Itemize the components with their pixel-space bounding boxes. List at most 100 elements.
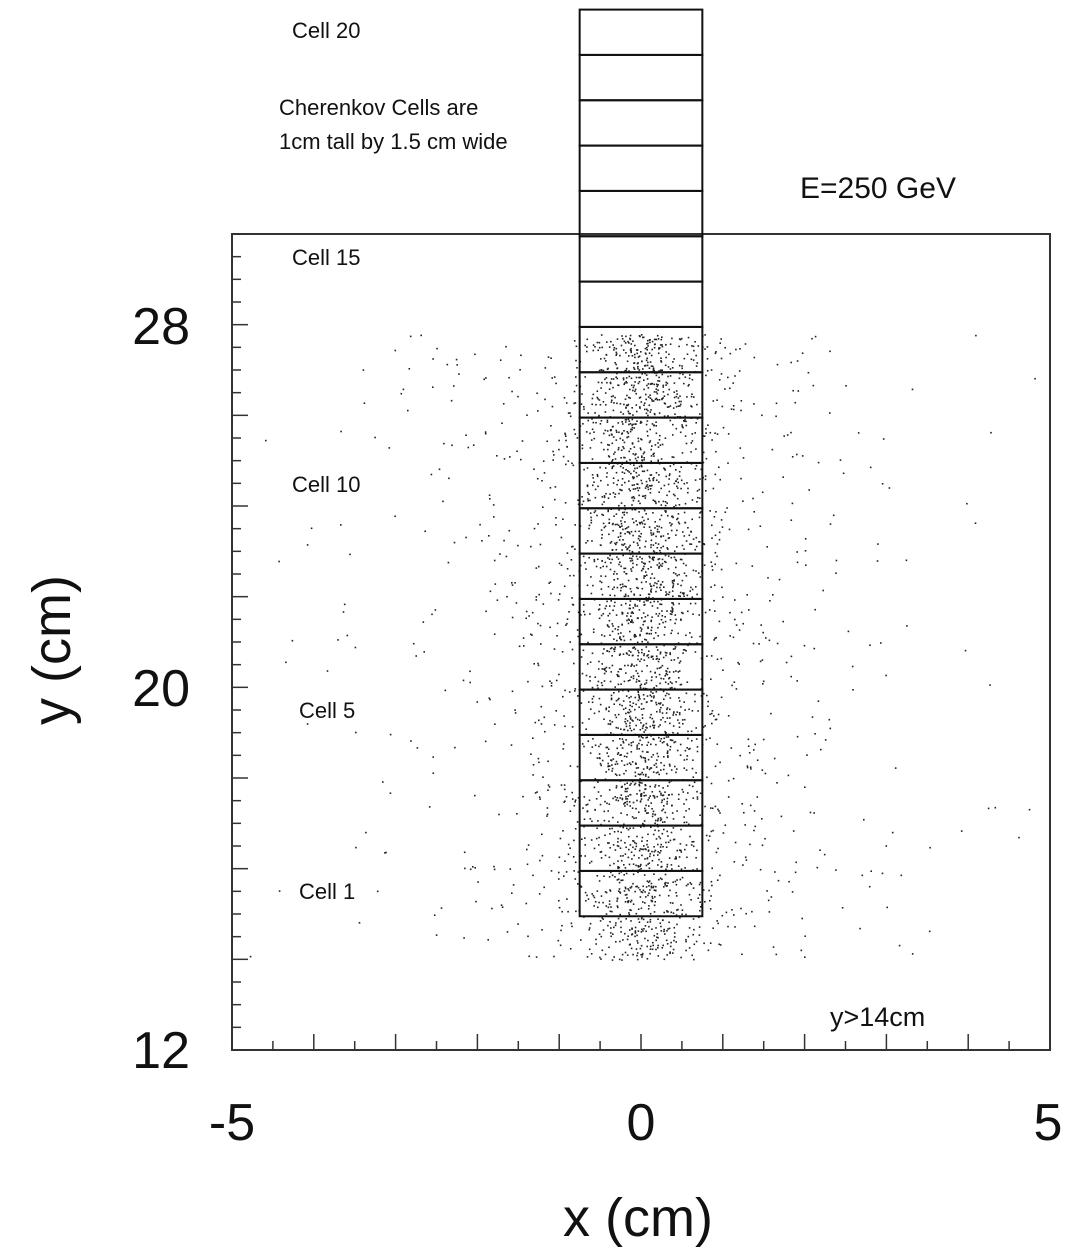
scatter-point bbox=[675, 469, 677, 471]
scatter-point bbox=[609, 542, 612, 544]
scatter-point bbox=[765, 637, 767, 639]
scatter-point bbox=[611, 549, 614, 551]
scatter-point bbox=[616, 753, 619, 755]
scatter-point bbox=[700, 511, 702, 513]
scatter-point bbox=[675, 856, 677, 858]
scatter-point bbox=[621, 613, 624, 615]
scatter-point bbox=[885, 845, 888, 847]
scatter-point bbox=[637, 699, 640, 702]
scatter-point bbox=[574, 801, 576, 803]
scatter-point bbox=[646, 420, 649, 422]
scatter-point bbox=[683, 718, 686, 721]
scatter-point bbox=[630, 782, 632, 785]
scatter-point bbox=[573, 402, 575, 405]
scatter-point bbox=[657, 442, 659, 444]
scatter-point bbox=[640, 954, 642, 956]
scatter-point bbox=[589, 675, 591, 678]
scatter-point bbox=[657, 771, 659, 773]
scatter-point bbox=[657, 955, 660, 957]
scatter-point bbox=[616, 402, 618, 405]
scatter-point bbox=[641, 670, 643, 673]
scatter-point bbox=[641, 557, 643, 560]
scatter-point bbox=[621, 611, 623, 614]
scatter-point bbox=[634, 848, 637, 850]
scatter-point bbox=[651, 605, 654, 607]
scatter-point bbox=[633, 353, 636, 356]
scatter-point bbox=[659, 703, 661, 705]
scatter-point bbox=[671, 580, 674, 582]
scatter-point bbox=[601, 533, 603, 536]
scatter-point bbox=[658, 658, 660, 660]
scatter-point bbox=[623, 441, 626, 444]
scatter-point bbox=[613, 650, 616, 653]
scatter-point bbox=[616, 879, 619, 881]
scatter-point bbox=[675, 895, 678, 897]
scatter-point bbox=[558, 448, 560, 451]
scatter-point bbox=[608, 803, 611, 805]
scatter-point bbox=[632, 496, 635, 498]
scatter-point bbox=[608, 946, 610, 949]
scatter-point bbox=[556, 635, 558, 637]
scatter-point bbox=[385, 851, 387, 854]
scatter-point bbox=[655, 613, 658, 615]
scatter-point bbox=[613, 402, 615, 404]
scatter-point bbox=[511, 582, 513, 584]
scatter-point bbox=[727, 715, 730, 717]
scatter-point bbox=[633, 427, 636, 429]
scatter-point bbox=[905, 559, 908, 562]
scatter-point bbox=[652, 833, 655, 836]
scatter-point bbox=[742, 622, 744, 625]
scatter-point bbox=[648, 560, 651, 563]
scatter-point bbox=[869, 466, 872, 469]
scatter-point bbox=[625, 468, 627, 471]
scatter-point bbox=[574, 828, 577, 830]
scatter-point bbox=[655, 703, 658, 706]
scatter-point bbox=[638, 784, 641, 787]
scatter-point bbox=[564, 502, 567, 504]
scatter-point bbox=[533, 468, 535, 470]
scatter-point bbox=[634, 488, 637, 490]
scatter-point bbox=[687, 487, 689, 490]
scatter-point bbox=[508, 376, 510, 379]
scatter-point bbox=[630, 744, 633, 747]
scatter-point bbox=[608, 463, 610, 465]
scatter-point bbox=[659, 518, 661, 521]
scatter-point bbox=[610, 697, 613, 700]
scatter-point bbox=[647, 342, 649, 345]
scatter-point bbox=[627, 547, 629, 550]
scatter-point bbox=[658, 562, 661, 564]
scatter-point bbox=[703, 435, 706, 437]
scatter-point bbox=[617, 448, 620, 451]
scatter-point bbox=[610, 732, 612, 734]
scatter-point bbox=[727, 376, 729, 379]
y-tick-labels: 12 20 28 bbox=[132, 298, 190, 1080]
scatter-point bbox=[694, 432, 696, 434]
scatter-point bbox=[648, 805, 650, 807]
scatter-point bbox=[664, 791, 666, 793]
scatter-point bbox=[644, 809, 647, 812]
scatter-point bbox=[558, 871, 560, 874]
scatter-point bbox=[633, 854, 635, 857]
scatter-point bbox=[621, 516, 624, 519]
scatter-point bbox=[584, 837, 586, 839]
scatter-point bbox=[690, 358, 693, 361]
scatter-point bbox=[619, 526, 622, 528]
scatter-point bbox=[651, 484, 653, 487]
scatter-point bbox=[655, 535, 657, 538]
scatter-point bbox=[649, 716, 651, 719]
scatter-point bbox=[620, 794, 623, 796]
scatter-point bbox=[642, 756, 645, 759]
scatter-point bbox=[624, 951, 627, 954]
scatter-point bbox=[614, 876, 616, 878]
scatter-point bbox=[768, 639, 771, 642]
scatter-point bbox=[571, 791, 573, 794]
scatter-point bbox=[628, 480, 630, 482]
scatter-point bbox=[278, 890, 281, 892]
scatter-point bbox=[635, 842, 638, 845]
scatter-point bbox=[660, 361, 663, 363]
scatter-point bbox=[652, 453, 654, 455]
scatter-point bbox=[563, 875, 565, 877]
scatter-point bbox=[651, 815, 654, 818]
scatter-point bbox=[698, 934, 701, 936]
scatter-point bbox=[623, 447, 625, 450]
